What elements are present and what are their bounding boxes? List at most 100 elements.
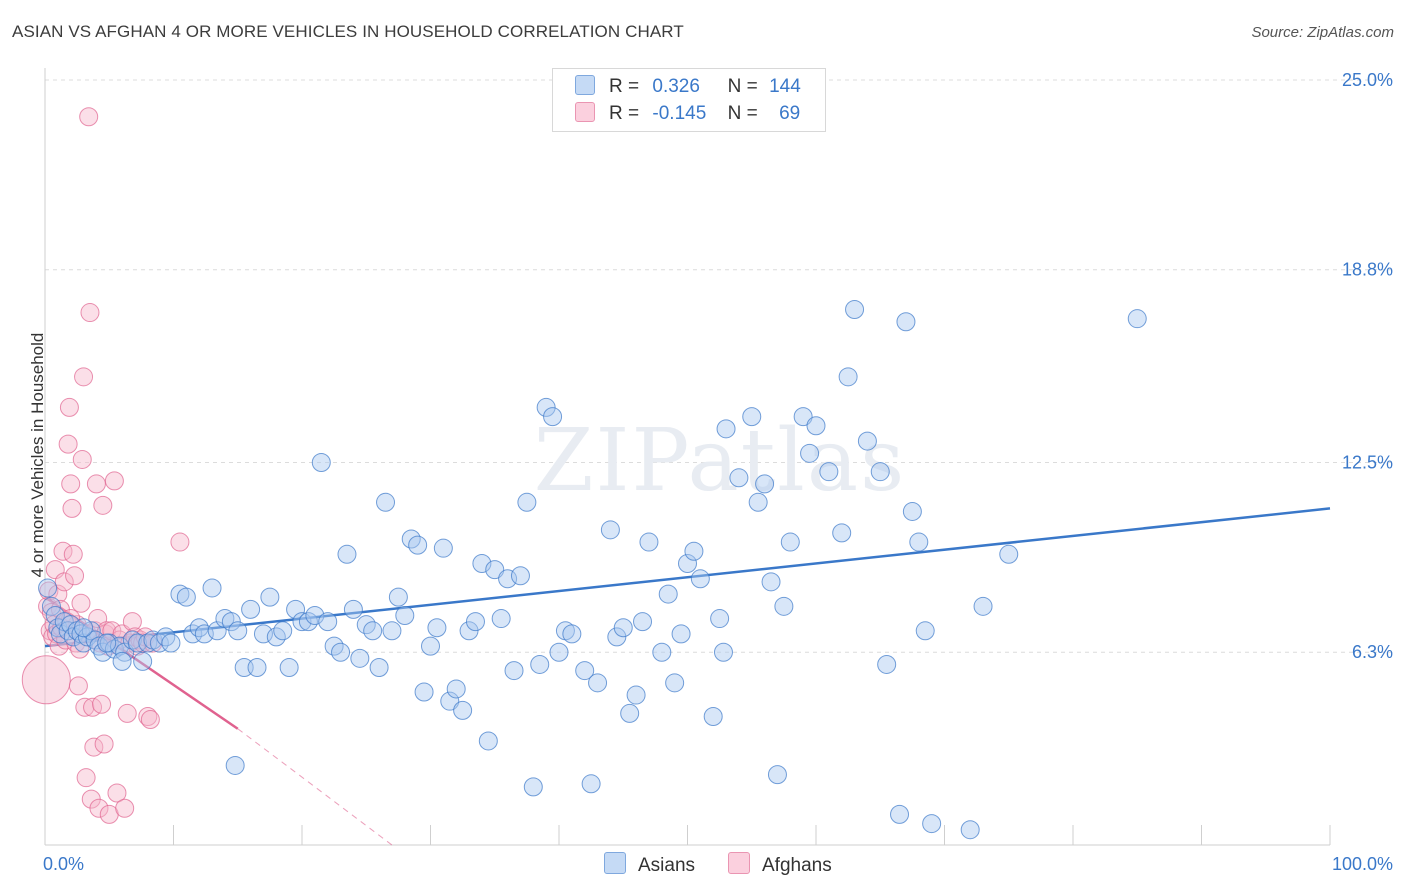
correlation-legend: R = 0.326 N = 144 R = -0.145 N = 69 (552, 68, 826, 132)
asians-point (74, 633, 94, 653)
asians-point (260, 587, 280, 607)
asians-point (74, 618, 94, 638)
asians-point (523, 777, 543, 797)
legend-r-label: R = (609, 103, 640, 124)
asians-point (1127, 309, 1147, 329)
source-label: Source: ZipAtlas.com (1251, 24, 1394, 41)
asians-point (472, 553, 492, 573)
asians-point (176, 587, 196, 607)
asians-point (767, 765, 787, 785)
asians-point (671, 624, 691, 644)
afghans-point (62, 498, 82, 518)
asians-point (465, 612, 485, 632)
asians-point (504, 661, 524, 681)
asians-point (414, 682, 434, 702)
asians-point (279, 658, 299, 678)
asians-point (690, 569, 710, 589)
grid-lines (45, 79, 1392, 653)
bottom-legend-label: Afghans (762, 855, 832, 876)
asians-point (221, 612, 241, 632)
asians-point (915, 621, 935, 641)
asians-point (241, 599, 261, 619)
asians-point (382, 621, 402, 641)
afghans-point (65, 566, 85, 586)
y-tick-label: 18.8% (1342, 260, 1393, 280)
asians-point (549, 642, 569, 662)
asians-point (896, 312, 916, 332)
asians-point (395, 606, 415, 625)
asians-point (81, 621, 101, 641)
asians-point (633, 612, 653, 632)
asians-point (202, 578, 222, 598)
afghans-point (86, 474, 106, 494)
asians-point (427, 618, 447, 638)
afghans-point (138, 706, 158, 726)
legend-n-label: N = (727, 103, 758, 124)
legend-swatch-afghans (575, 102, 595, 122)
afghans-point (54, 572, 74, 592)
asians-point (459, 621, 479, 641)
asians-point (498, 569, 518, 589)
asians-point (973, 596, 993, 616)
asians-point (286, 599, 306, 619)
legend-n-value: 69 (779, 103, 801, 124)
y-tick-label: 12.5% (1342, 453, 1393, 473)
asians-point (305, 606, 325, 625)
asians-point (755, 474, 775, 494)
asians-point (273, 621, 293, 641)
asians-point (478, 731, 498, 751)
asians-point (607, 627, 627, 647)
asians-point (716, 419, 736, 439)
afghans-point (93, 495, 113, 515)
asians-point (710, 609, 730, 629)
asians-point (890, 804, 910, 824)
asians-point (77, 627, 97, 647)
asians-point (311, 453, 331, 472)
asians-point (491, 609, 511, 629)
bottom-legend-swatch-asians (604, 852, 626, 874)
y-tick-label: 25.0% (1342, 70, 1393, 90)
legend-r-label: R = (609, 76, 640, 97)
asians-point (832, 523, 852, 543)
x-tick-label: 100.0% (1332, 854, 1393, 874)
asians-point (793, 407, 813, 427)
bottom-legend-afghans: Afghans (728, 852, 832, 877)
asians-point (774, 596, 794, 616)
asians-point (600, 520, 620, 540)
asians-point (292, 612, 312, 632)
afghans-point (74, 367, 94, 387)
asians-point (819, 462, 839, 482)
asians-point (161, 633, 181, 653)
afghans-point (48, 584, 68, 604)
afghans-point (140, 710, 160, 730)
asians-point (112, 651, 132, 671)
afghans-point (84, 737, 104, 757)
asians-point (128, 633, 148, 653)
bottom-legend-swatch-afghans (728, 852, 750, 874)
asians-point (133, 651, 153, 671)
afghans-point (70, 639, 90, 659)
asians-point (485, 560, 505, 580)
asians-point (909, 532, 929, 552)
afghans-point (72, 449, 92, 469)
asians-point (41, 596, 61, 616)
asians-point (838, 367, 858, 387)
afghans-point (21, 655, 71, 705)
asians-trend-line (44, 507, 1331, 648)
afghans-point (76, 768, 96, 788)
asians-point (530, 654, 550, 674)
asians-point (156, 627, 176, 647)
asians-point (729, 468, 749, 488)
afghans-point (104, 471, 124, 491)
asians-point (581, 774, 601, 794)
asians-point (703, 706, 723, 726)
asians-point (225, 755, 245, 775)
asians-point (658, 584, 678, 604)
asians-point (613, 618, 633, 638)
legend-n-value: 144 (769, 76, 801, 97)
asians-point (363, 621, 383, 641)
afghans-point (71, 593, 91, 613)
asians-point (575, 661, 595, 681)
afghans-point (58, 434, 78, 454)
asians-point (748, 492, 768, 512)
